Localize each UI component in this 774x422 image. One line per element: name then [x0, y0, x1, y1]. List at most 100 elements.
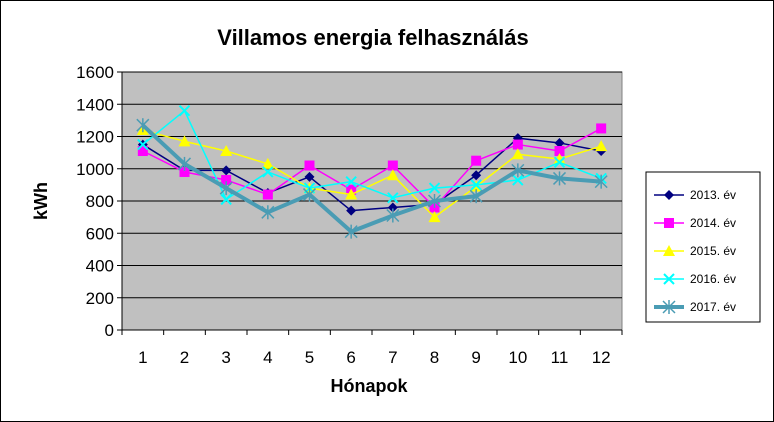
x-tick-label: 12 [592, 348, 611, 367]
data-point [386, 169, 399, 181]
data-point [137, 146, 148, 157]
data-point [345, 188, 358, 200]
data-point [427, 194, 442, 208]
data-point [428, 211, 441, 223]
data-point [302, 187, 317, 202]
data-point [553, 153, 566, 165]
data-point [552, 171, 567, 186]
x-tick-label: 3 [221, 348, 230, 367]
x-tick-label: 2 [180, 348, 189, 367]
y-axis-title: kWh [31, 182, 51, 220]
x-tick-label: 5 [305, 348, 314, 367]
data-point [345, 175, 357, 188]
data-point [136, 118, 150, 133]
y-tick-label: 200 [86, 289, 114, 308]
legend-label: 2015. év [690, 244, 736, 258]
data-point [219, 181, 233, 196]
x-tick-label: 10 [508, 348, 527, 367]
marker-stroke [553, 156, 566, 169]
legend-box [645, 171, 761, 323]
data-point [386, 208, 400, 223]
legend-marker [664, 190, 674, 200]
series-line [142, 129, 602, 218]
data-point [553, 156, 566, 169]
data-point [346, 205, 357, 216]
data-point [596, 123, 607, 134]
marker-stroke [178, 104, 191, 117]
y-tick-label: 400 [86, 257, 114, 276]
y-tick-label: 0 [105, 321, 114, 340]
data-point [177, 156, 192, 171]
legend-marker [663, 273, 675, 285]
legend-label: 2014. év [690, 216, 736, 230]
x-tick-label: 11 [551, 348, 569, 367]
x-tick-label: 1 [138, 348, 147, 367]
data-point [554, 137, 565, 148]
x-tick-label: 9 [471, 348, 480, 367]
chart-title: Villamos energia felhasználás [217, 25, 528, 50]
data-point [428, 182, 441, 194]
data-point [261, 157, 274, 169]
data-point [471, 155, 482, 166]
marker-stroke [220, 193, 232, 206]
marker-stroke [345, 175, 357, 188]
data-point [387, 160, 398, 171]
data-point [595, 140, 608, 152]
data-point [179, 166, 190, 177]
legend-label: 2016. év [690, 272, 736, 286]
marker-stroke [387, 192, 399, 204]
y-tick-label: 1200 [76, 128, 114, 147]
data-point [469, 189, 483, 204]
legend: 2013. év 2014. év 2015. év 2016. év 2017. év [645, 171, 761, 323]
legend-label: 2017. év [690, 300, 736, 314]
marker-stroke [262, 166, 274, 178]
x-axis-title: Hónapok [330, 376, 408, 396]
data-point [178, 104, 191, 117]
x-tick-label: 4 [263, 348, 272, 367]
legend-label: 2013. év [690, 188, 736, 202]
marker-stroke [512, 174, 524, 186]
data-point [137, 138, 149, 151]
y-tick-label: 600 [86, 224, 114, 243]
series-line [141, 123, 602, 234]
marker-stroke [137, 138, 149, 151]
data-point [344, 224, 358, 239]
marker-stroke [470, 179, 482, 191]
data-point [221, 175, 232, 186]
x-tick-label: 7 [388, 348, 397, 367]
legend-marker [664, 218, 674, 228]
data-point [178, 135, 191, 147]
data-point [594, 174, 608, 189]
series-line [142, 137, 602, 212]
marker-stroke [428, 182, 441, 194]
y-tick-label: 1000 [76, 160, 114, 179]
data-point [387, 202, 398, 213]
data-point [261, 205, 275, 220]
data-point [220, 193, 232, 206]
data-point [262, 189, 273, 200]
x-tick-label: 8 [430, 348, 439, 367]
data-point [471, 170, 482, 181]
data-point [262, 166, 274, 178]
y-tick-label: 1600 [76, 63, 114, 82]
data-point [304, 160, 315, 171]
data-point [511, 163, 525, 178]
data-point [470, 179, 482, 191]
marker-stroke [663, 273, 675, 285]
data-point [220, 145, 233, 157]
data-point [304, 171, 315, 182]
y-tick-label: 800 [86, 192, 114, 211]
y-tick-label: 1400 [76, 95, 114, 114]
data-point [387, 192, 399, 204]
data-point [512, 174, 524, 186]
data-point [511, 148, 524, 160]
data-point [554, 146, 565, 157]
x-tick-label: 6 [346, 348, 355, 367]
data-point [512, 139, 523, 150]
legend-marker [663, 245, 675, 256]
data-point [221, 165, 232, 176]
legend-marker [662, 300, 676, 314]
